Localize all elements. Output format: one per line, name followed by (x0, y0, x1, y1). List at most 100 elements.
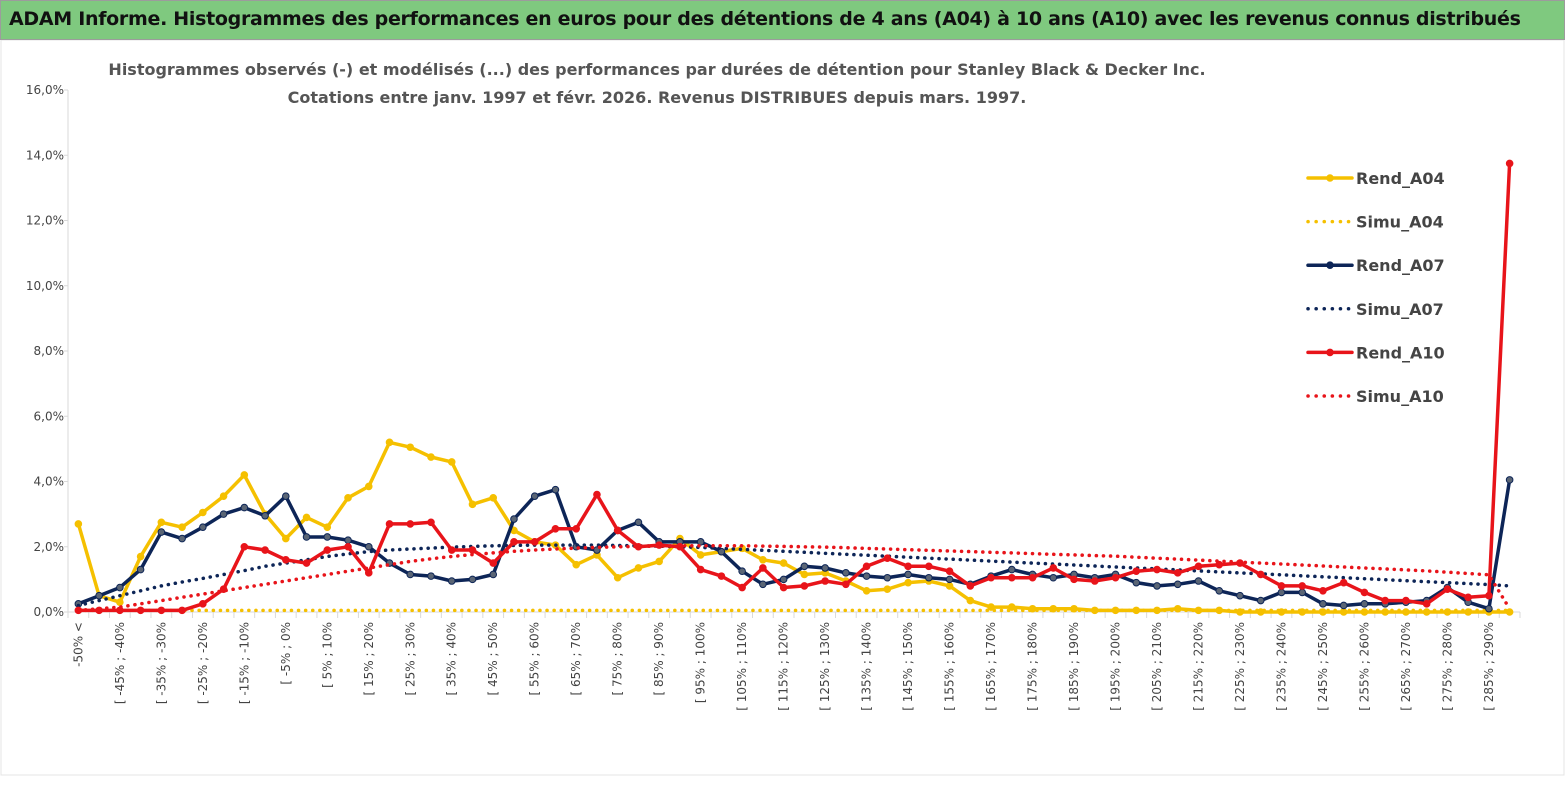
y-tick-label: 0,0% (34, 605, 65, 619)
point-marker (116, 598, 124, 607)
point-marker (178, 606, 186, 615)
chart-title: Histogrammes observés (-) et modélisés (… (108, 60, 1205, 79)
point-marker (1319, 600, 1327, 608)
point-marker (240, 542, 249, 551)
chart-border (0, 40, 1565, 776)
x-tick-label: [ 235% ; 240% (1274, 622, 1288, 711)
point-marker (1339, 601, 1348, 610)
x-tick-label: [ 45% ; 50% (486, 622, 500, 696)
x-tick-label: [ -35% ; -30% (154, 622, 168, 704)
point-marker (1215, 586, 1224, 595)
x-tick-label: [ 115% ; 120% (777, 622, 791, 711)
point-marker (447, 546, 456, 554)
point-marker (904, 562, 912, 571)
point-marker (447, 577, 456, 585)
x-tick-label: [ 155% ; 160% (943, 622, 957, 711)
point-marker (157, 606, 166, 615)
point-marker (95, 591, 103, 600)
point-marker (1505, 159, 1514, 168)
point-marker (406, 443, 415, 452)
point-marker (1360, 600, 1369, 608)
point-marker (1049, 573, 1058, 582)
x-tick-label: [ 75% ; 80% (611, 622, 625, 696)
point-marker (1256, 596, 1265, 605)
x-tick-label: [ -5% ; 0% (279, 622, 293, 685)
point-marker (406, 570, 415, 579)
x-tick-label: [ 15% ; 20% (362, 622, 376, 696)
point-marker (364, 569, 373, 577)
point-marker (344, 542, 352, 551)
point-marker (199, 523, 207, 531)
point-marker (966, 582, 975, 590)
point-marker (759, 580, 767, 589)
point-marker (1319, 586, 1327, 595)
point-marker (282, 534, 290, 543)
x-tick-label: [ 145% ; 150% (901, 622, 915, 711)
point-marker (613, 573, 622, 582)
point-marker (489, 559, 498, 567)
y-tick-label: 16,0% (26, 83, 64, 97)
point-marker (364, 482, 373, 491)
point-marker (759, 556, 767, 564)
point-marker (738, 583, 746, 592)
point-marker (1111, 573, 1120, 582)
x-tick-label: [ 285% ; 290% (1482, 622, 1496, 711)
legend-label: Rend_A07 (1356, 256, 1445, 275)
point-marker (945, 567, 954, 576)
point-marker (240, 471, 249, 479)
point-marker (447, 458, 456, 466)
point-marker (904, 578, 912, 587)
point-marker (925, 562, 933, 571)
point-marker (759, 564, 767, 572)
x-tick-label: [ 95% ; 100% (694, 622, 708, 703)
point-marker (344, 536, 352, 545)
point-marker (1173, 580, 1182, 589)
point-marker (800, 570, 809, 579)
point-marker (1485, 604, 1493, 613)
point-marker (904, 570, 912, 579)
point-marker (510, 515, 518, 523)
point-marker (779, 559, 788, 567)
point-marker (551, 525, 560, 533)
point-marker (489, 570, 498, 579)
chart-subtitle: Cotations entre janv. 1997 et févr. 2026… (288, 88, 1027, 107)
point-marker (427, 518, 435, 527)
point-marker (800, 562, 809, 571)
point-marker (1381, 596, 1389, 605)
point-marker (136, 552, 145, 561)
point-marker (302, 559, 311, 567)
point-marker (1132, 578, 1141, 587)
point-marker (261, 511, 269, 520)
point-marker (302, 533, 311, 541)
legend-label: Simu_A04 (1356, 213, 1444, 232)
point-marker (489, 494, 498, 502)
point-marker (136, 606, 145, 615)
point-marker (966, 596, 975, 605)
point-marker (821, 564, 829, 572)
point-marker (1008, 603, 1016, 611)
x-tick-label: [ 225% ; 230% (1233, 622, 1247, 711)
page-title: ADAM Informe. Histogrammes des performan… (9, 8, 1521, 30)
point-marker (1132, 567, 1141, 576)
point-marker (199, 600, 207, 608)
x-tick-label: [ 255% ; 260% (1357, 622, 1371, 711)
x-tick-label: [ 205% ; 210% (1150, 622, 1164, 711)
point-marker (883, 585, 892, 593)
point-marker (240, 503, 249, 512)
point-marker (987, 573, 995, 582)
point-marker (323, 546, 332, 554)
point-marker (1194, 562, 1203, 571)
point-marker (717, 547, 726, 556)
point-marker (1505, 476, 1514, 484)
point-marker (282, 556, 290, 564)
point-marker (427, 453, 435, 461)
point-marker (1339, 578, 1348, 587)
point-marker (572, 560, 581, 569)
x-tick-label: [ 55% ; 60% (528, 622, 542, 696)
point-marker (1028, 573, 1037, 582)
point-marker (696, 565, 705, 574)
series-line (76, 161, 1512, 613)
x-tick-label: [ -15% ; -10% (237, 622, 251, 704)
point-marker (323, 533, 332, 541)
legend-label: Simu_A07 (1356, 300, 1444, 319)
